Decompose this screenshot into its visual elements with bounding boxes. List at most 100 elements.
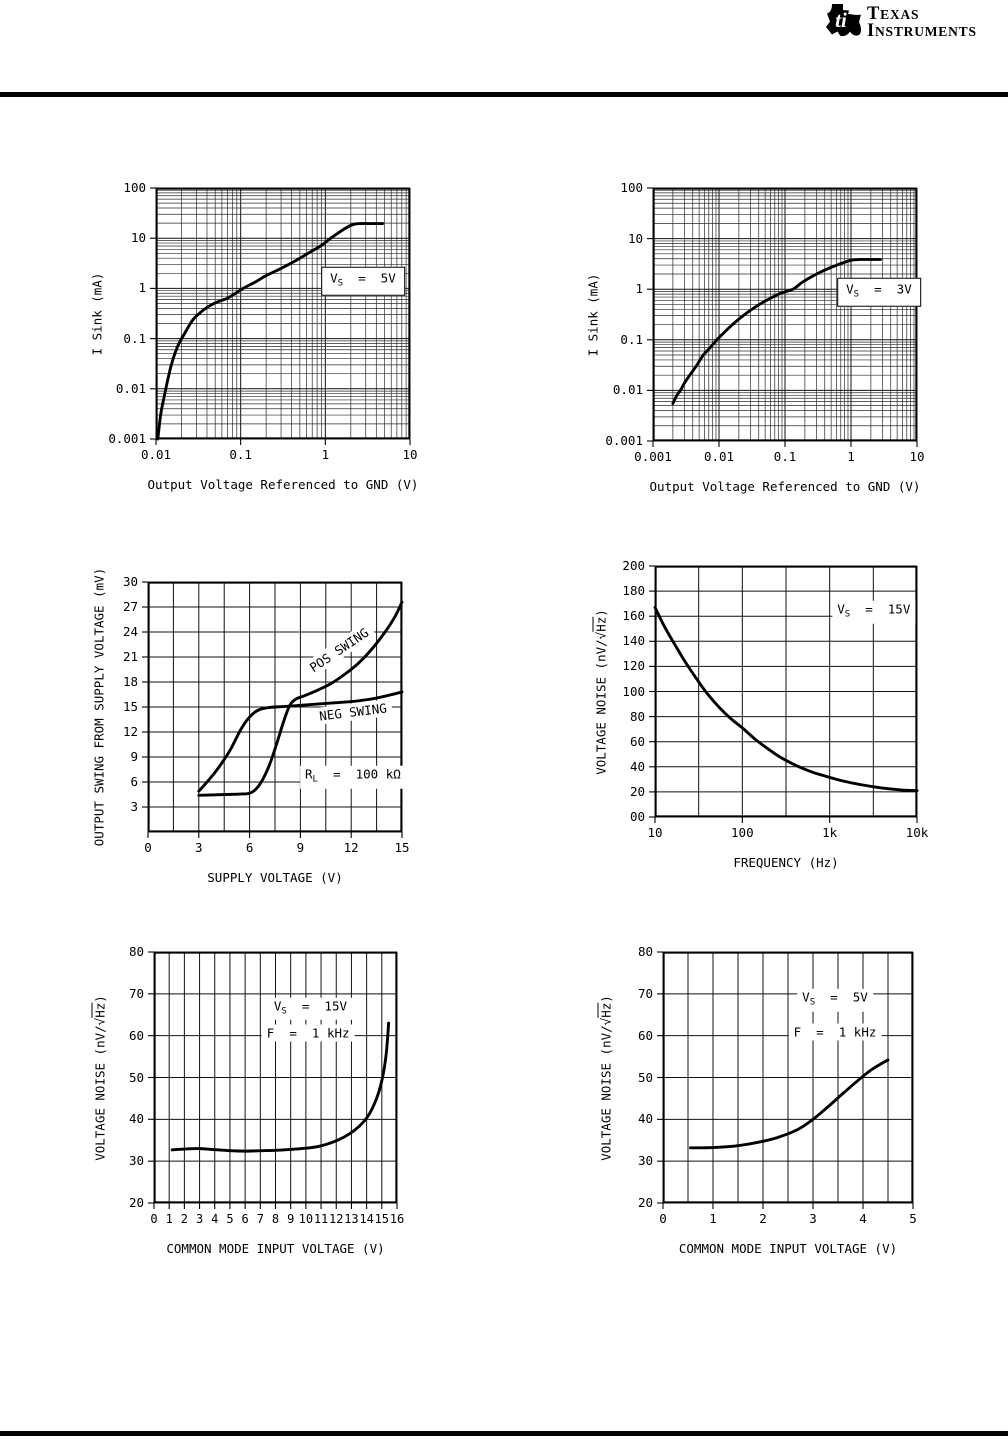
y-tick: 180 — [622, 583, 645, 599]
y-tick: 50 — [128, 1069, 144, 1085]
y-axis-title-text: I Sink (mA) — [585, 273, 601, 356]
x-tick: 2 — [759, 1211, 767, 1226]
y-tick: 40 — [128, 1111, 144, 1127]
y-tick: 40 — [629, 758, 645, 774]
isink-5v-canvas — [150, 187, 411, 445]
y-tick: 160 — [622, 608, 645, 624]
y-axis-title: VOLTAGE NOISE (nV/√Hz) — [599, 908, 614, 1248]
noise-vs-cmv-5v-canvas — [657, 951, 914, 1209]
annotation-subscript: S — [844, 609, 851, 620]
x-tick: 1 — [321, 447, 330, 462]
x-tick: 2 — [180, 1212, 188, 1226]
y-axis-title-overline: Hz — [598, 1002, 614, 1018]
header-rule — [0, 92, 1008, 97]
y-axis-title: VOLTAGE NOISE (nV/√Hz) — [93, 908, 108, 1248]
series-curve — [689, 1058, 890, 1150]
y-axis-title-text: VOLTAGE NOISE (nV/√ — [92, 1017, 108, 1161]
annotation-text: V — [273, 998, 282, 1014]
x-tick: 15 — [374, 1212, 390, 1226]
x-tick: 5 — [909, 1211, 917, 1226]
x-tick: 16 — [389, 1212, 405, 1226]
ti-logo-icon: ti — [826, 4, 861, 37]
x-tick: 100 — [731, 825, 754, 840]
y-tick: 80 — [629, 708, 645, 724]
x-tick: 14 — [359, 1212, 374, 1226]
annotation-subscript: S — [337, 278, 344, 289]
y-axis-title-overline: Hz — [92, 1002, 108, 1018]
annotation-text: = 15V — [286, 998, 348, 1014]
x-tick: 6 — [245, 840, 254, 855]
x-tick: 10 — [647, 825, 663, 840]
y-tick: 80 — [637, 944, 653, 959]
x-tick: 9 — [296, 840, 305, 855]
brand-texas: TEXAS — [867, 4, 920, 24]
x-tick: 1 — [709, 1211, 717, 1226]
annotation-text: V — [330, 270, 338, 286]
annotation: VS = 3V — [837, 277, 921, 307]
y-tick: 30 — [637, 1153, 653, 1169]
x-axis-title-text: Output Voltage Referenced to GND (V) — [649, 479, 921, 494]
y-tick: 21 — [122, 649, 138, 664]
x-tick: 0.01 — [703, 449, 735, 464]
annotation-text: = 3V — [859, 281, 912, 297]
x-tick: 0.1 — [773, 449, 797, 464]
x-tick: 5 — [226, 1212, 234, 1226]
x-tick: 0.01 — [140, 447, 172, 462]
y-axis-title: I Sink (mA) — [586, 145, 601, 485]
y-tick: 9 — [130, 749, 138, 764]
y-tick: 70 — [637, 985, 653, 1001]
x-tick: 10k — [905, 825, 929, 840]
x-tick: 13 — [344, 1212, 359, 1226]
x-tick: 1 — [165, 1212, 173, 1226]
y-tick: 12 — [122, 724, 138, 739]
x-axis-title: Output Voltage Referenced to GND (V) — [148, 477, 419, 492]
y-tick: 20 — [128, 1195, 144, 1210]
x-tick: 10 — [298, 1212, 314, 1226]
annotation: RL = 100 kΩ — [300, 765, 406, 789]
annotation-text: = 15V — [850, 602, 911, 618]
y-tick: 100 — [622, 683, 645, 699]
x-tick: 11 — [313, 1212, 329, 1226]
y-tick: 20 — [637, 1195, 653, 1210]
x-axis-title: SUPPLY VOLTAGE (V) — [207, 870, 342, 885]
y-axis-title: I Sink (mA) — [90, 144, 105, 484]
y-axis-title-text: VOLTAGE NOISE (nV/√ — [593, 631, 609, 775]
annotation-text: = 5V — [343, 270, 396, 286]
x-tick: 7 — [256, 1212, 264, 1226]
y-tick: 80 — [128, 944, 144, 959]
y-tick: 0.01 — [115, 380, 146, 396]
y-axis-title-text: OUTPUT SWING FROM SUPPLY VOLTAGE (mV) — [91, 567, 107, 847]
y-tick: 70 — [128, 985, 144, 1001]
y-tick: 00 — [629, 809, 645, 824]
y-tick: 15 — [122, 699, 138, 714]
x-tick: 6 — [241, 1212, 249, 1226]
y-tick: 30 — [128, 1153, 144, 1169]
x-tick: 3 — [195, 840, 203, 855]
x-tick: 4 — [211, 1212, 219, 1226]
annotation: VS = 5V — [321, 266, 405, 296]
x-tick: 3 — [809, 1211, 817, 1226]
y-tick: 100 — [123, 180, 146, 195]
annotation: F = 1 kHz — [788, 1023, 882, 1041]
series-curve — [170, 1021, 391, 1153]
x-axis-title-text: COMMON MODE INPUT VOLTAGE (V) — [678, 1241, 898, 1256]
x-tick: 10 — [402, 447, 418, 462]
x-axis-title-text: Output Voltage Referenced to GND (V) — [147, 477, 419, 492]
y-tick: 60 — [629, 733, 645, 749]
brand-instruments: INSTRUMENTS — [867, 21, 977, 41]
y-tick: 27 — [122, 599, 138, 614]
plot-border — [155, 187, 411, 440]
y-axis-title: VOLTAGE NOISE (nV/√Hz) — [594, 522, 609, 862]
x-tick: 3 — [195, 1212, 204, 1226]
y-tick: 20 — [629, 783, 645, 799]
annotation-text: F = 1 kHz — [793, 1024, 877, 1040]
annotation: VS = 15V — [268, 997, 353, 1021]
x-tick: 12 — [343, 840, 359, 855]
y-axis-title-overline: Hz — [593, 616, 609, 632]
x-axis-title-text: COMMON MODE INPUT VOLTAGE (V) — [166, 1241, 385, 1256]
y-tick: 140 — [622, 633, 645, 649]
x-axis-title: FREQUENCY (Hz) — [733, 855, 838, 870]
x-axis-title-text: SUPPLY VOLTAGE (V) — [207, 870, 343, 885]
annotation-subscript: S — [281, 1006, 287, 1017]
